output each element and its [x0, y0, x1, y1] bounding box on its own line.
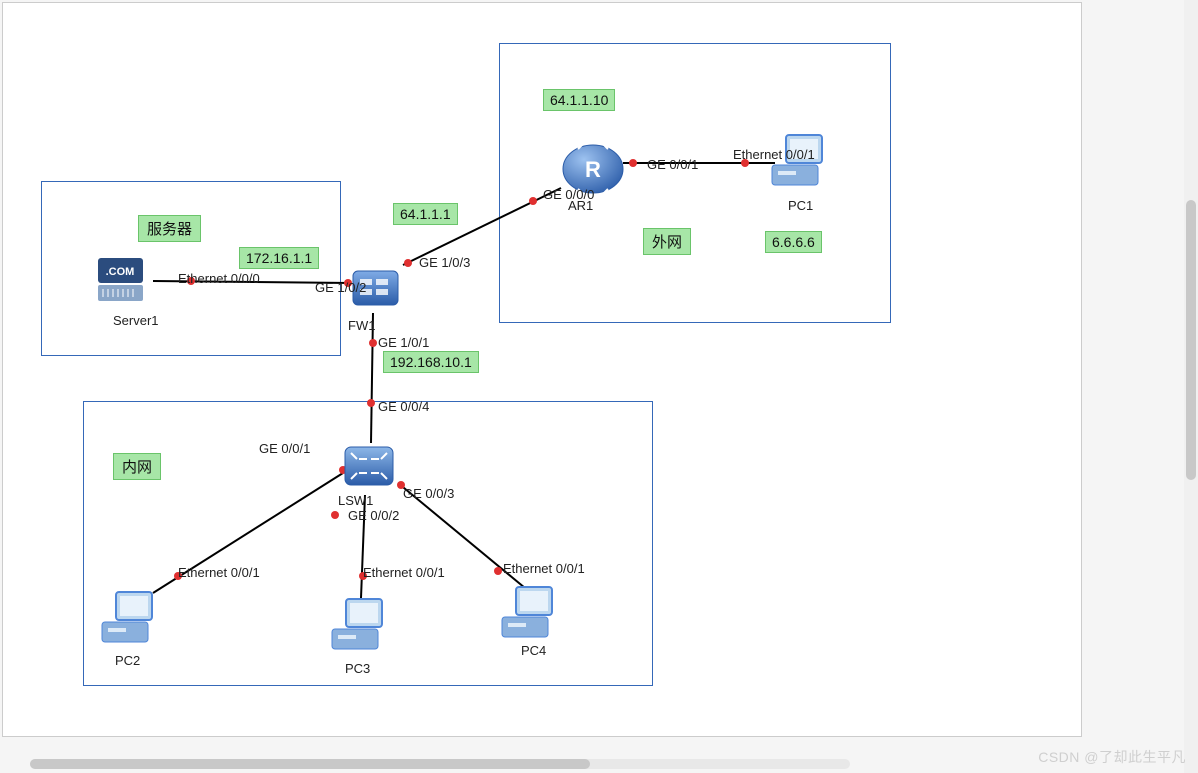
svg-text:.COM: .COM — [106, 266, 135, 278]
node-pc2-label: PC2 — [115, 653, 140, 668]
watermark: CSDN @了却此生平凡 — [1038, 747, 1186, 767]
port-label: GE 0/0/4 — [378, 399, 429, 414]
node-lsw1[interactable] — [339, 439, 399, 499]
port-label: GE 0/0/0 — [543, 187, 594, 202]
switch-icon — [339, 439, 399, 494]
ip-fw-lan: 192.168.10.1 — [383, 351, 479, 373]
node-lsw1-label: LSW1 — [338, 493, 373, 508]
ip-ar1: 64.1.1.10 — [543, 89, 615, 111]
port-label: Ethernet 0/0/1 — [363, 565, 445, 580]
port-label: Ethernet 0/0/1 — [733, 147, 815, 162]
topology-canvas[interactable]: 服务器 外网 内网 .COM — [2, 2, 1082, 737]
horizontal-scrollbar[interactable] — [30, 759, 850, 769]
pc-icon — [98, 588, 163, 648]
port-label: GE 0/0/1 — [647, 157, 698, 172]
ip-fw-dmz: 172.16.1.1 — [239, 247, 319, 269]
node-pc4[interactable] — [498, 583, 563, 648]
scrollbar-thumb[interactable] — [1186, 200, 1196, 480]
node-pc2[interactable] — [98, 588, 163, 653]
port-label: GE 0/0/3 — [403, 486, 454, 501]
port-label: GE 0/0/2 — [348, 508, 399, 523]
port-label: GE 0/0/1 — [259, 441, 310, 456]
pc-icon — [328, 595, 393, 655]
port-label: Ethernet 0/0/1 — [503, 561, 585, 576]
node-pc3[interactable] — [328, 595, 393, 660]
node-server1-label: Server1 — [113, 313, 159, 328]
node-fw1-label: FW1 — [348, 318, 375, 333]
port-label: Ethernet 0/0/0 — [178, 271, 260, 286]
node-pc1[interactable] — [768, 131, 833, 196]
vertical-scrollbar[interactable] — [1184, 0, 1198, 773]
pc-icon — [498, 583, 563, 643]
server-icon: .COM — [93, 253, 148, 308]
svg-text:R: R — [585, 157, 601, 182]
node-pc4-label: PC4 — [521, 643, 546, 658]
port-label: GE 1/0/2 — [315, 280, 366, 295]
port-label: GE 1/0/3 — [419, 255, 470, 270]
node-server1[interactable]: .COM — [93, 253, 148, 313]
node-pc1-label: PC1 — [788, 198, 813, 213]
ip-fw-wan: 64.1.1.1 — [393, 203, 458, 225]
ip-pc1: 6.6.6.6 — [765, 231, 822, 253]
scrollbar-thumb[interactable] — [30, 759, 590, 769]
port-label: GE 1/0/1 — [378, 335, 429, 350]
node-pc3-label: PC3 — [345, 661, 370, 676]
port-label: Ethernet 0/0/1 — [178, 565, 260, 580]
